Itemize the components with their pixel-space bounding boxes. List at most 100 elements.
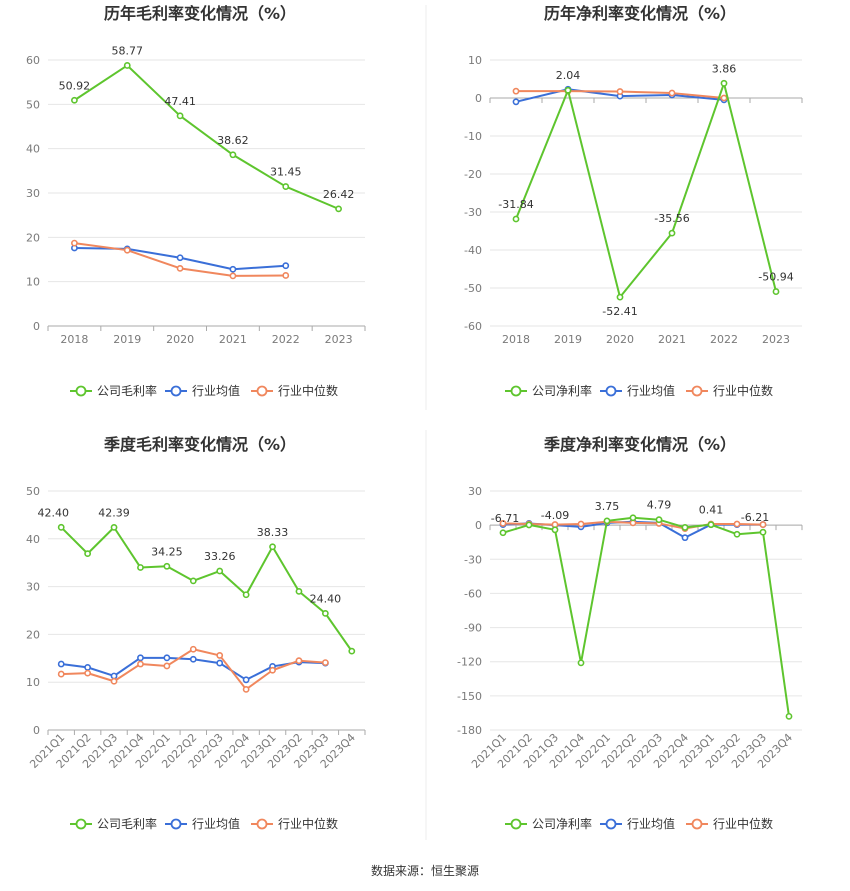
data-point-avg xyxy=(137,654,144,662)
x-tick-label: 2021 xyxy=(658,333,686,346)
data-point-company xyxy=(525,521,533,529)
data-label: 47.41 xyxy=(164,95,196,108)
data-label: 2.04 xyxy=(556,69,581,82)
data-point-company xyxy=(163,562,171,570)
legend-item-company: 公司毛利率 xyxy=(70,383,157,398)
legend-label: 行业均值 xyxy=(627,383,675,398)
data-label: 3.86 xyxy=(712,62,737,75)
legend-item-company: 公司净利率 xyxy=(505,816,592,831)
y-tick-label: -120 xyxy=(457,656,482,669)
series-line-company xyxy=(502,516,790,717)
data-point-company xyxy=(772,288,780,295)
legend-marker xyxy=(691,818,703,830)
series-line-company xyxy=(73,64,339,210)
data-point-company xyxy=(348,647,356,655)
y-tick-label: 20 xyxy=(26,628,40,641)
data-point-median xyxy=(84,669,92,677)
y-tick-label: -60 xyxy=(464,587,482,600)
y-tick-label: 10 xyxy=(26,276,40,289)
x-tick-label: 2019 xyxy=(554,333,582,346)
data-point-median xyxy=(229,272,237,280)
data-point-median xyxy=(282,272,290,279)
x-tick-label: 2023 xyxy=(325,333,353,346)
legend-label: 公司净利率 xyxy=(532,383,592,398)
y-tick-label: -20 xyxy=(464,168,482,181)
data-point-median xyxy=(269,666,276,674)
legend-item-median: 行业中位数 xyxy=(251,816,338,831)
chart-quarterly-gross: 季度毛利率变化情况（%）010203040502021Q12021Q22021Q… xyxy=(26,435,366,831)
data-point-company xyxy=(603,517,611,525)
y-tick-label: -180 xyxy=(457,724,482,737)
y-tick-label: 30 xyxy=(468,485,482,498)
data-point-avg xyxy=(512,98,520,106)
data-point-company xyxy=(681,524,689,531)
legend-label: 行业中位数 xyxy=(713,816,773,831)
data-point-company xyxy=(282,183,290,190)
data-label: 58.77 xyxy=(112,44,144,57)
data-point-avg xyxy=(110,672,118,680)
data-label: -31.84 xyxy=(498,198,533,211)
legend-marker xyxy=(605,818,617,830)
data-point-median xyxy=(577,520,585,528)
chart-title: 历年净利率变化情况（%） xyxy=(544,4,736,23)
legend-label: 行业均值 xyxy=(192,383,240,398)
data-point-company xyxy=(189,577,197,585)
data-point-company xyxy=(720,79,728,87)
data-point-median xyxy=(216,652,224,659)
series-line-company xyxy=(60,526,353,652)
y-tick-label: 40 xyxy=(26,533,40,546)
x-tick-label: 2020 xyxy=(606,333,634,346)
legend-label: 行业中位数 xyxy=(713,383,773,398)
data-point-avg xyxy=(176,254,184,262)
legend-label: 公司毛利率 xyxy=(97,816,157,831)
legend-item-avg: 行业均值 xyxy=(600,816,675,831)
y-tick-label: -90 xyxy=(464,622,482,635)
y-tick-label: 50 xyxy=(26,485,40,498)
data-point-avg xyxy=(216,659,224,667)
y-tick-label: 60 xyxy=(26,54,40,67)
legend-marker xyxy=(75,385,87,397)
chart-title: 历年毛利率变化情况（%） xyxy=(104,4,296,23)
data-point-median xyxy=(295,657,303,665)
data-label: -6.21 xyxy=(741,511,769,524)
y-tick-label: -10 xyxy=(464,130,482,143)
legend-item-avg: 行业均值 xyxy=(600,383,675,398)
y-tick-label: 0 xyxy=(33,320,40,333)
data-point-median xyxy=(189,645,197,653)
chart-title: 季度毛利率变化情况（%） xyxy=(103,435,296,454)
x-tick-label: 2023 xyxy=(762,333,790,346)
data-point-median xyxy=(321,659,329,667)
data-point-median xyxy=(720,94,728,102)
data-point-company xyxy=(707,521,715,529)
data-label: -4.09 xyxy=(541,509,569,522)
data-point-company xyxy=(551,526,559,534)
data-label: 4.79 xyxy=(647,499,672,512)
data-label: 42.39 xyxy=(98,506,130,519)
data-source: 数据来源：恒生聚源 xyxy=(370,864,479,878)
data-label: 24.40 xyxy=(310,592,342,605)
data-point-company xyxy=(295,587,303,595)
chart-annual-net: 历年净利率变化情况（%） -60 -50 -40 -30 -20 -10 0 10 2018 201… xyxy=(464,4,803,398)
data-point-company xyxy=(335,205,342,213)
data-point-company xyxy=(564,86,572,94)
data-point-company xyxy=(499,529,507,537)
x-tick-label: 2020 xyxy=(166,333,194,346)
data-label: 50.92 xyxy=(59,79,91,92)
data-label: 3.75 xyxy=(595,500,620,513)
y-tick-label: -60 xyxy=(464,320,482,333)
data-point-company xyxy=(110,523,118,531)
data-point-avg xyxy=(84,663,92,671)
data-point-company xyxy=(733,530,741,538)
y-tick-label: -30 xyxy=(464,553,482,566)
data-point-avg xyxy=(189,655,197,663)
y-tick-label: -40 xyxy=(464,244,482,257)
data-point-company xyxy=(759,528,767,536)
y-tick-label: -150 xyxy=(457,690,482,703)
data-point-company xyxy=(629,514,637,522)
data-point-company xyxy=(321,609,329,617)
data-label: -52.41 xyxy=(602,305,637,318)
y-tick-label: 30 xyxy=(26,581,40,594)
data-point-median xyxy=(551,521,559,528)
x-tick-label: 2021 xyxy=(219,333,247,346)
